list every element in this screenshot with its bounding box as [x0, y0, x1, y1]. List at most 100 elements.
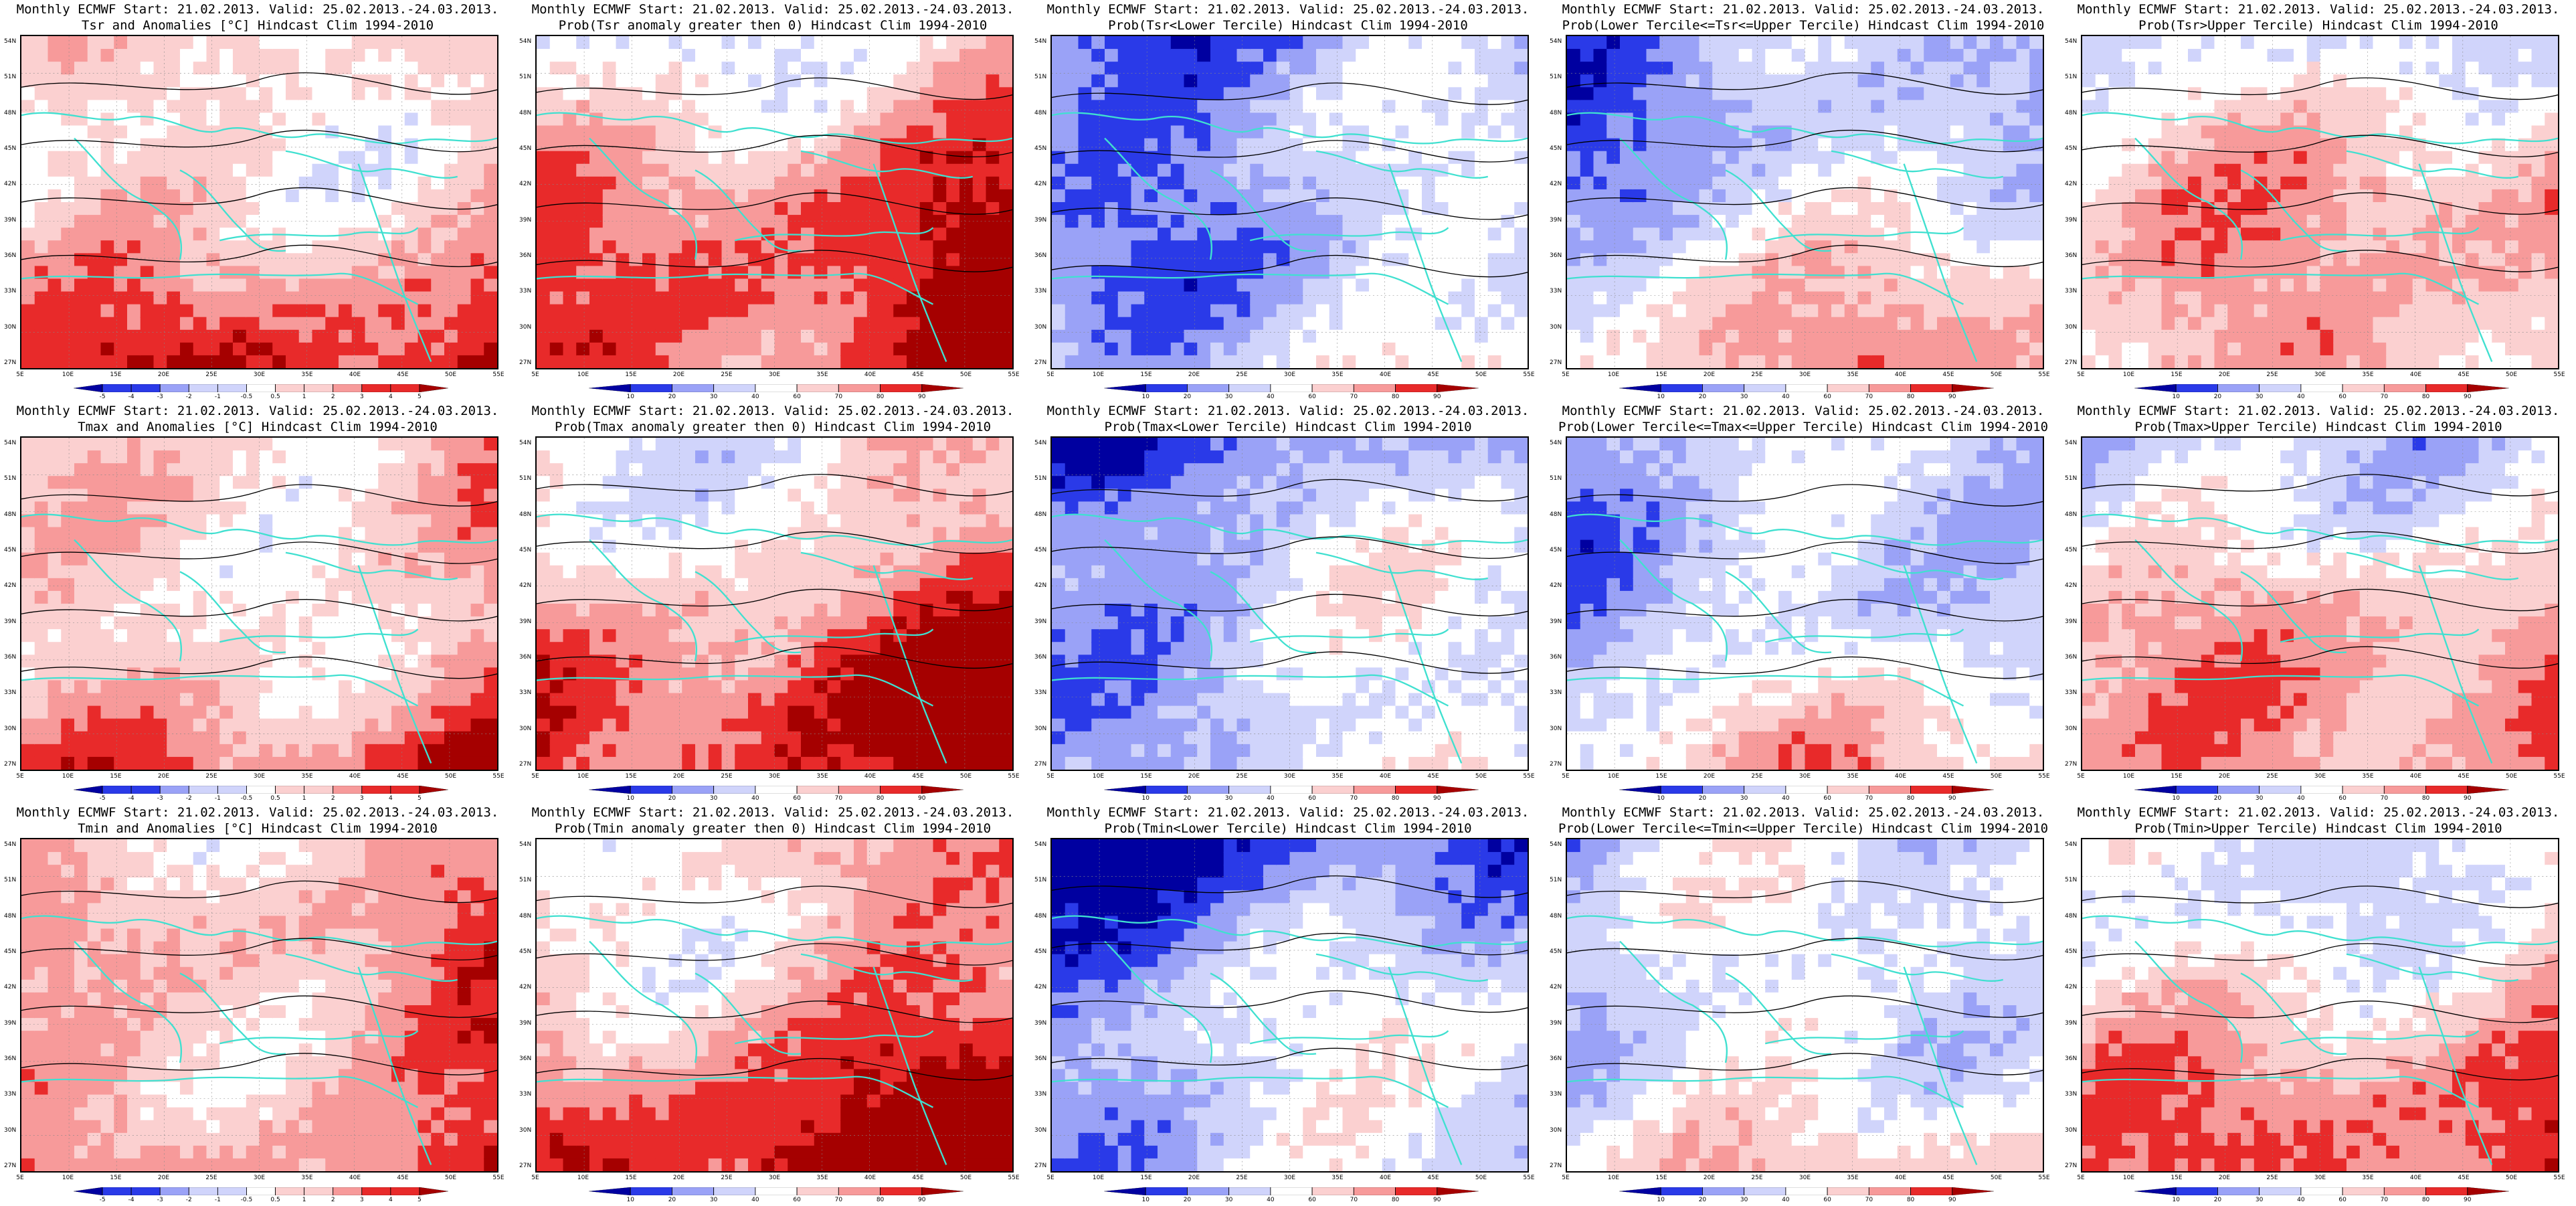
colorbar-tick-label: 80: [1907, 394, 1914, 400]
longitude-tick-label: 15E: [1140, 773, 1152, 780]
forecast-map: [1566, 838, 2044, 1173]
longitude-tick-label: 25E: [2266, 1175, 2278, 1181]
colorbar-tick-label: 20: [668, 394, 676, 400]
panel-title: Monthly ECMWF Start: 21.02.2013. Valid: …: [1546, 804, 2061, 837]
latitude-tick-label: 39N: [1034, 217, 1046, 224]
colorbar-tick-label: 90: [1433, 394, 1441, 400]
latitude-tick-label: 42N: [519, 181, 531, 187]
colorbar-tick-label: 20: [668, 1197, 676, 1203]
colorbar-tick-label: 90: [918, 1197, 925, 1203]
latitude-tick-label: 36N: [4, 654, 16, 661]
colorbar-tick-label: 60: [1823, 795, 1831, 802]
forecast-map: [1050, 838, 1529, 1173]
longitude-tick-label: 40E: [2410, 773, 2421, 780]
latitude-tick-label: 27N: [1034, 359, 1046, 366]
latitude-tick-label: 42N: [1034, 984, 1046, 990]
colorbar-tick-label: 60: [1308, 394, 1315, 400]
colorbar-tick-label: 80: [2422, 795, 2429, 802]
longitude-tick-label: 30E: [2314, 1175, 2326, 1181]
latitude-tick-label: 30N: [1550, 324, 1562, 331]
colorbar-tick-label: 20: [668, 795, 676, 802]
colorbar-tick-label: 2: [331, 795, 335, 802]
map-panel: Monthly ECMWF Start: 21.02.2013. Valid: …: [515, 403, 1030, 804]
latitude-tick-label: 54N: [1550, 440, 1562, 446]
colorbar-tick-label: 1: [302, 795, 306, 802]
latitude-tick-label: 30N: [1034, 1127, 1046, 1134]
colorbar-tick-label: 30: [1225, 394, 1232, 400]
panel-title-line1: Monthly ECMWF Start: 21.02.2013. Valid: …: [515, 1, 1030, 17]
panel-title-line2: Prob(Tsr>Upper Tercile) Hindcast Clim 19…: [2061, 17, 2576, 33]
latitude-tick-label: 33N: [4, 288, 16, 294]
longitude-tick-label: 40E: [864, 773, 876, 780]
longitude-tick-label: 55E: [492, 1175, 504, 1181]
colorbar-tick-label: 90: [918, 795, 925, 802]
latitude-tick-label: 42N: [2065, 181, 2077, 187]
latitude-tick-label: 39N: [519, 618, 531, 625]
latitude-tick-label: 33N: [2065, 288, 2077, 294]
latitude-tick-label: 39N: [4, 618, 16, 625]
map-panel: Monthly ECMWF Start: 21.02.2013. Valid: …: [1030, 1, 1546, 403]
colorbar-tick-label: 80: [2422, 1197, 2429, 1203]
latitude-tick-label: 51N: [4, 877, 16, 883]
colorbar-tick-label: 80: [2422, 394, 2429, 400]
latitude-tick-label: 45N: [1034, 547, 1046, 553]
colorbar-tick-label: 90: [1948, 795, 1956, 802]
latitude-tick-label: 33N: [1034, 689, 1046, 696]
longitude-tick-label: 25E: [1236, 773, 1247, 780]
longitude-tick-label: 35E: [1331, 371, 1343, 378]
latitude-tick-label: 54N: [4, 38, 16, 45]
longitude-tick-label: 35E: [1331, 1175, 1343, 1181]
latitude-tick-label: 54N: [4, 841, 16, 848]
latitude-tick-label: 48N: [1550, 913, 1562, 920]
longitude-tick-label: 45E: [1427, 1175, 1439, 1181]
longitude-tick-label: 45E: [397, 1175, 408, 1181]
colorbar-tick-label: 40: [751, 795, 759, 802]
colorbar-tick-label: 60: [1823, 394, 1831, 400]
longitude-tick-label: 35E: [1331, 773, 1343, 780]
colorbar-tick-label: 60: [2338, 1197, 2346, 1203]
latitude-tick-label: 48N: [519, 110, 531, 116]
colorbar-tick-label: -2: [186, 394, 192, 400]
shaded-field: [1567, 36, 2043, 368]
colorbar-tick-label: 70: [2381, 795, 2388, 802]
longitude-tick-label: 5E: [16, 1175, 23, 1181]
longitude-tick-label: 35E: [2362, 1175, 2373, 1181]
colorbar-tick-label: 30: [1740, 1197, 1748, 1203]
latitude-tick-label: 45N: [519, 145, 531, 152]
colorbar-tick-label: 90: [918, 394, 925, 400]
panel-title: Monthly ECMWF Start: 21.02.2013. Valid: …: [515, 1, 1030, 33]
longitude-tick-label: 45E: [1427, 773, 1439, 780]
longitude-tick-label: 35E: [1847, 1175, 1858, 1181]
latitude-tick-label: 42N: [4, 582, 16, 589]
latitude-tick-label: 27N: [1550, 761, 1562, 768]
colorbar-tick-label: 80: [1392, 1197, 1399, 1203]
longitude-tick-label: 55E: [1523, 1175, 1534, 1181]
longitude-tick-label: 40E: [1380, 773, 1391, 780]
latitude-tick-label: 42N: [4, 181, 16, 187]
latitude-tick-label: 27N: [4, 1162, 16, 1169]
latitude-tick-label: 51N: [1034, 877, 1046, 883]
panel-title: Monthly ECMWF Start: 21.02.2013. Valid: …: [0, 403, 515, 435]
longitude-tick-label: 40E: [864, 1175, 876, 1181]
latitude-tick-label: 48N: [2065, 511, 2077, 518]
longitude-tick-label: 20E: [1188, 371, 1200, 378]
latitude-tick-label: 36N: [4, 252, 16, 259]
longitude-tick-label: 10E: [577, 1175, 589, 1181]
latitude-tick-label: 51N: [4, 475, 16, 482]
colorbar-tick-label: 60: [793, 394, 800, 400]
latitude-tick-label: 48N: [519, 913, 531, 920]
colorbar-tick-label: 10: [1657, 795, 1664, 802]
colorbar-tick-label: 60: [2338, 394, 2346, 400]
colorbar: [1619, 384, 1994, 392]
longitude-tick-label: 5E: [531, 773, 539, 780]
longitude-tick-label: 15E: [110, 773, 121, 780]
colorbar-tick-label: 70: [1865, 1197, 1873, 1203]
colorbar-tick-label: 90: [2464, 795, 2471, 802]
longitude-tick-label: 5E: [1562, 1175, 1569, 1181]
colorbar-tick-label: 10: [1141, 394, 1149, 400]
longitude-tick-label: 30E: [254, 371, 265, 378]
map-panel: Monthly ECMWF Start: 21.02.2013. Valid: …: [0, 804, 515, 1206]
latitude-tick-label: 48N: [1550, 110, 1562, 116]
longitude-tick-label: 20E: [673, 773, 684, 780]
latitude-tick-label: 51N: [1034, 475, 1046, 482]
